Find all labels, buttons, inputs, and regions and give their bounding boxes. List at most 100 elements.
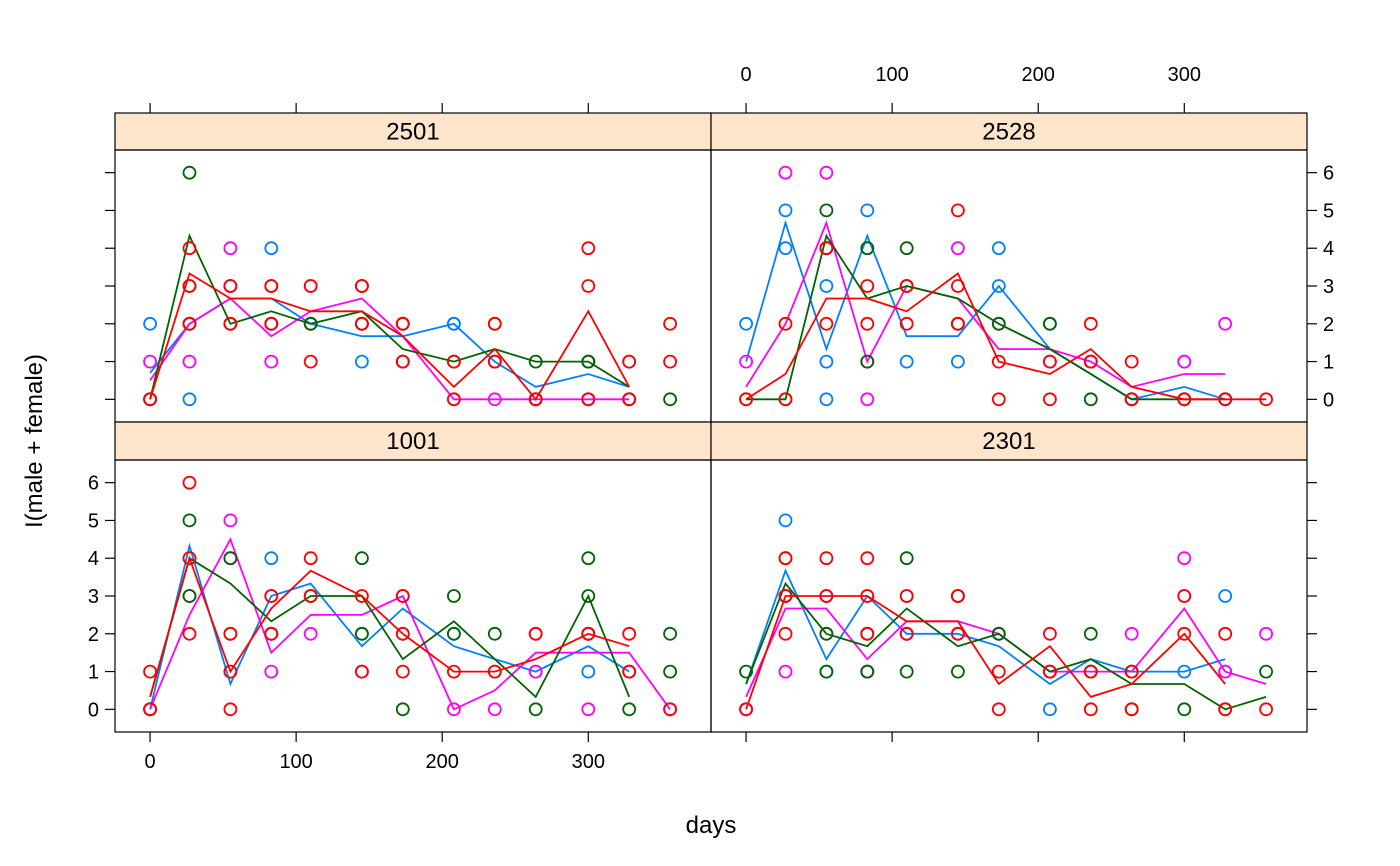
series_1-point	[739, 316, 753, 331]
series_1-point	[446, 316, 461, 331]
series_3-point	[739, 664, 753, 679]
series_4-point	[1218, 626, 1233, 641]
series_4-point	[991, 392, 1006, 407]
series_2-line	[149, 297, 630, 401]
series_4-point	[1083, 702, 1098, 717]
series_1-point	[1177, 664, 1192, 679]
series_4-point	[354, 589, 369, 603]
strip-label: 2501	[386, 119, 439, 146]
series_4-point	[951, 626, 965, 641]
series_4-point	[951, 279, 965, 293]
series_4-point	[739, 702, 753, 717]
y-tick-label: 0	[88, 699, 99, 721]
y-tick-label: 1	[88, 662, 99, 684]
series_4-point	[899, 626, 914, 641]
series_3-point	[528, 354, 543, 369]
series_4-point	[487, 316, 502, 331]
series_1-line	[745, 219, 1226, 401]
series_4-point	[264, 316, 279, 331]
series_3-point	[1083, 392, 1098, 407]
series_3-point	[819, 664, 834, 679]
series_2-line	[149, 537, 671, 711]
series_4-line	[149, 555, 630, 698]
x-tick-label: 300	[1168, 64, 1201, 86]
series_2-point	[1218, 664, 1233, 679]
series_4-point	[395, 626, 410, 641]
series_3-line	[745, 581, 1267, 711]
series_4-point	[1083, 316, 1098, 331]
x-tick-label: 300	[572, 751, 605, 773]
series_2-point	[819, 165, 834, 180]
series_4-point	[622, 354, 637, 369]
series_4-point	[528, 626, 543, 641]
series_1-point	[778, 241, 793, 256]
series_4-point	[778, 316, 793, 331]
ticks-layer: 0 0 100 100 200 200 300 300 0 0 1 1 2 2 3 3 4 4 5 5 6 6	[88, 64, 1334, 773]
series_4-point	[991, 354, 1006, 369]
series_3-point	[951, 664, 965, 679]
series_3-point	[991, 316, 1006, 331]
series_4-point	[1177, 589, 1192, 603]
series_3-point	[622, 702, 637, 717]
x-tick-label: 100	[279, 751, 312, 773]
series_1-point	[264, 241, 279, 256]
series_2-point	[1259, 626, 1273, 641]
series_1-point	[899, 354, 914, 369]
series_4-point	[860, 626, 875, 641]
series_4-point	[778, 392, 793, 407]
series_1-point	[143, 316, 158, 331]
series_1-line	[745, 568, 1226, 686]
series_4-point	[446, 354, 461, 369]
series_3-point	[663, 392, 677, 407]
series_2-point	[143, 354, 158, 369]
series_4-point	[182, 626, 197, 641]
series_4-point	[395, 316, 410, 331]
series_3-point	[354, 626, 369, 641]
series_1-point	[264, 551, 279, 566]
series_4-point	[303, 551, 318, 566]
series_2-point	[1177, 354, 1192, 369]
series_4-point	[663, 316, 677, 331]
series_4-point	[354, 316, 369, 331]
series_4-point	[223, 279, 238, 293]
series_4-point	[819, 589, 834, 603]
series_3-point	[1177, 702, 1192, 717]
series_4-point	[1043, 392, 1057, 407]
series_4-point	[991, 664, 1006, 679]
series_4-line	[745, 272, 1267, 401]
y-axis-label: I(male + female)	[21, 354, 48, 528]
series_4-point	[991, 702, 1006, 717]
series_4-point	[899, 279, 914, 293]
series_4-point	[1124, 664, 1139, 679]
panel-2301: 2301	[710, 421, 1308, 733]
series_4-point	[1043, 626, 1057, 641]
series_3-point	[581, 589, 596, 603]
series_3-point	[899, 664, 914, 679]
series_2-point	[487, 392, 502, 407]
series_2-point	[223, 513, 238, 528]
series_2-line	[745, 220, 1226, 388]
series_3-point	[581, 354, 596, 369]
strip-label: 1001	[386, 428, 439, 455]
y-tick-label: 2	[88, 624, 99, 646]
series_3-point	[899, 551, 914, 566]
series_2-point	[951, 241, 965, 256]
series_1-line	[149, 542, 630, 710]
series_1-line	[149, 297, 630, 388]
series_4-point	[581, 392, 596, 407]
series_4-point	[182, 316, 197, 331]
series_4-point	[581, 279, 596, 293]
series_1-point	[991, 279, 1006, 293]
series_4-point	[860, 316, 875, 331]
series_3-point	[819, 626, 834, 641]
series_4-point	[951, 203, 965, 218]
series_1-point	[581, 664, 596, 679]
series_3-line	[149, 556, 631, 699]
series_4-line	[745, 595, 1226, 710]
series_3-point	[182, 589, 197, 603]
strip-2528	[710, 112, 1308, 151]
y-tick-label: 5	[1323, 200, 1334, 222]
series_1-point	[354, 354, 369, 369]
y-tick-label: 1	[1323, 352, 1334, 374]
